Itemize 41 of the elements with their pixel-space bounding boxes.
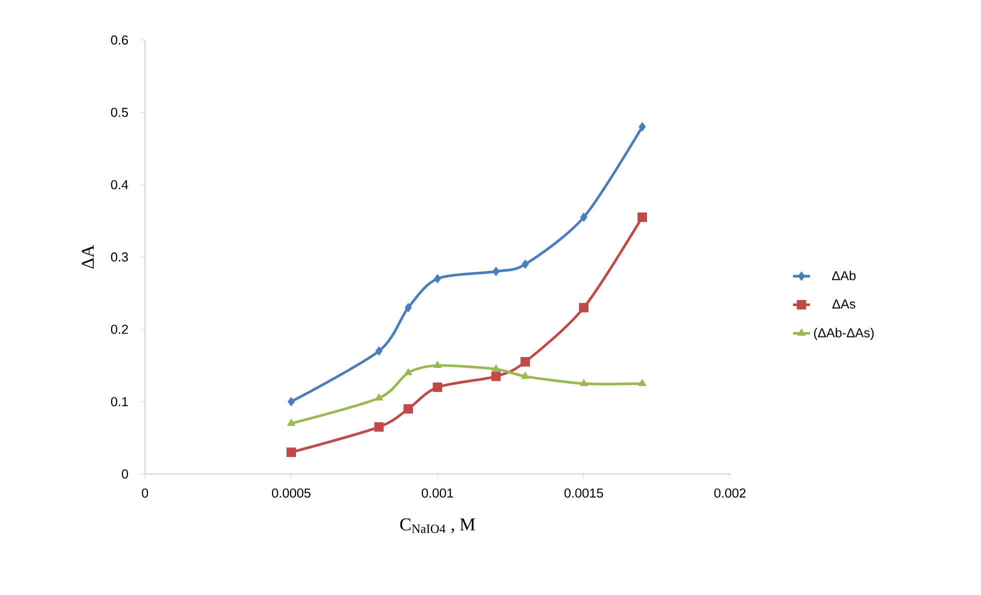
point (432, 382, 442, 392)
point (404, 368, 412, 376)
point (638, 378, 646, 386)
point (492, 266, 500, 276)
point (404, 302, 412, 312)
y-tick-label: 0.1 (111, 397, 128, 406)
point (491, 372, 501, 382)
x-tick-label: 0 (142, 488, 148, 498)
point (580, 212, 588, 222)
point (374, 393, 384, 401)
y-tick-label: 0.2 (111, 324, 128, 334)
legend-label: (ΔAb-ΔAs) (814, 328, 874, 340)
point (638, 212, 647, 222)
y-axis-title: ΔA (82, 244, 94, 269)
y-tick-label: 0.3 (111, 252, 128, 262)
point (492, 364, 500, 372)
x-tick-label: 0.002 (714, 488, 746, 498)
y-tick-label: 0.5 (111, 108, 128, 117)
point (375, 346, 383, 356)
point (286, 448, 296, 458)
y-tick-label: 0.4 (111, 180, 128, 190)
point (433, 360, 442, 368)
x-tick-label: 0.0005 (272, 488, 311, 498)
point (287, 418, 296, 426)
point (521, 372, 530, 379)
point (288, 396, 295, 406)
point (522, 259, 529, 269)
point (638, 122, 646, 132)
point (579, 302, 588, 312)
point (434, 274, 442, 284)
y-tick-label: 0.6 (111, 35, 128, 45)
y-tick-label: 0 (122, 469, 128, 479)
x-tick-label: 0.0015 (564, 488, 604, 498)
legend-label: ΔAs (832, 300, 856, 309)
legend-label: ΔAb (832, 270, 856, 280)
x-tick-label: 0.001 (422, 488, 454, 498)
x-axis-title: C$_{NaIO4}$ , M (400, 518, 475, 534)
point (580, 378, 588, 386)
point (374, 422, 384, 432)
point (404, 404, 413, 414)
point (520, 357, 530, 367)
